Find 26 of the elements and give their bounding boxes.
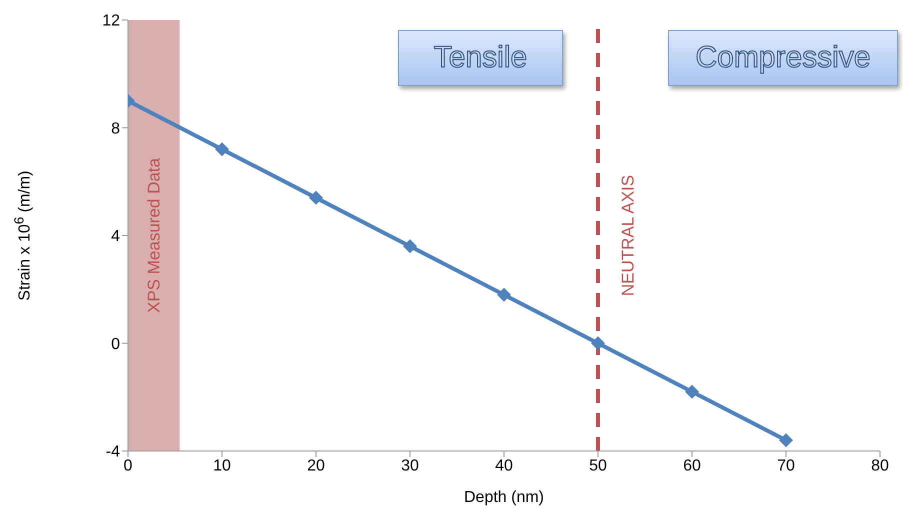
- point: [685, 384, 699, 399]
- x-axis-title: Depth (nm): [462, 489, 546, 507]
- y-tick-label: 12: [102, 12, 120, 30]
- point: [591, 336, 605, 350]
- point: [215, 142, 229, 156]
- x-tick-label: 10: [213, 457, 231, 474]
- point: [779, 433, 793, 448]
- x-tick-label: 40: [495, 457, 513, 474]
- y-tick-label: -4: [106, 444, 120, 461]
- x-tick-label: 20: [307, 457, 325, 474]
- point: [403, 239, 417, 254]
- y-tick-label: 4: [111, 228, 120, 246]
- x-tick-label: 50: [589, 457, 607, 474]
- y-tick-label: 0: [111, 336, 120, 353]
- point: [309, 190, 323, 205]
- annotation: Tensile: [398, 30, 563, 86]
- x-tick-label: 60: [683, 457, 701, 474]
- x-tick-label: 30: [401, 457, 419, 474]
- point: [497, 288, 511, 302]
- annotation: Compressive: [668, 30, 898, 86]
- x-tick-label: 70: [777, 457, 795, 474]
- x-tick-label: 0: [124, 457, 133, 474]
- x-tick-label: 80: [871, 457, 889, 474]
- y-tick-label: 8: [111, 120, 120, 138]
- ref-line-label: NEUTRAL AXIS: [618, 174, 638, 296]
- band-label: XPS Measured Data: [144, 157, 164, 313]
